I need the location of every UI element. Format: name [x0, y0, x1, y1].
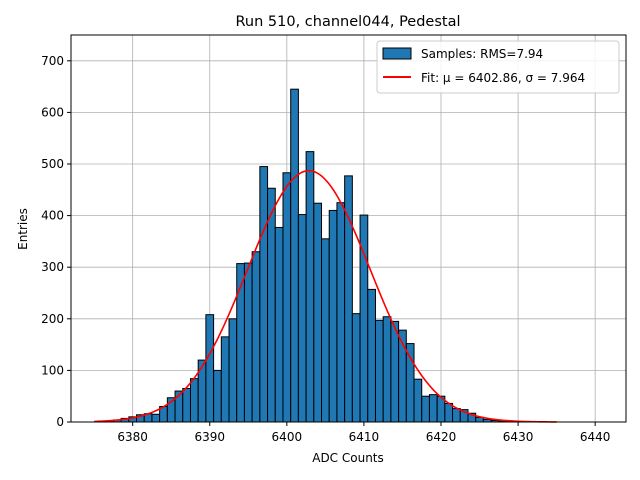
histogram-bar — [328, 209, 338, 423]
histogram-bar — [313, 202, 323, 423]
histogram-bar — [413, 378, 423, 423]
x-tick-label: 6420 — [426, 430, 457, 444]
x-tick-label: 6430 — [503, 430, 534, 444]
legend: Samples: RMS=7.94 Fit: μ = 6402.86, σ = … — [376, 40, 620, 94]
histogram-bar — [228, 318, 238, 423]
histogram-bar — [290, 88, 299, 423]
histogram-bar — [251, 251, 261, 423]
histogram-bar — [374, 319, 384, 423]
histogram-bar — [151, 413, 161, 423]
histogram-bar — [213, 369, 222, 423]
histogram-bar — [305, 151, 315, 423]
legend-box — [376, 40, 620, 94]
histogram-bar — [267, 187, 276, 423]
histogram-bar — [182, 387, 191, 423]
histogram-bar — [421, 395, 430, 423]
plot-area-frame — [70, 34, 627, 423]
y-tick-label: 0 — [56, 415, 64, 429]
x-tick-label: 6390 — [194, 430, 225, 444]
y-tick-label: 300 — [41, 260, 64, 274]
y-axis-label: Entries — [16, 208, 30, 250]
histogram-bar — [259, 166, 269, 423]
histogram-bar — [243, 262, 253, 423]
x-tick-label: 6380 — [117, 430, 148, 444]
y-tick-label: 700 — [41, 54, 64, 68]
histogram-bar — [390, 320, 400, 423]
histogram-bar — [367, 288, 376, 423]
y-tick-label: 100 — [41, 363, 64, 377]
y-tick-label: 400 — [41, 209, 64, 223]
legend-histogram-swatch — [382, 47, 412, 60]
histogram-bar — [197, 359, 207, 423]
x-tick-label: 6400 — [272, 430, 303, 444]
y-tick-label: 600 — [41, 105, 64, 119]
histogram-bar — [428, 394, 438, 423]
fit-curve-layer — [94, 169, 557, 423]
histogram-bar — [351, 313, 361, 423]
legend-histogram-label: Samples: RMS=7.94 — [421, 47, 543, 61]
histogram-bar — [321, 238, 330, 423]
histogram-bar — [189, 378, 199, 423]
histogram-bar — [282, 172, 292, 423]
y-axis-ticks: 0 100 200 300 400 500 600 700 — [41, 54, 71, 429]
chart-title: Run 510, channel044, Pedestal — [235, 14, 460, 30]
x-axis-label: ADC Counts — [312, 451, 384, 465]
x-tick-label: 6440 — [580, 430, 611, 444]
histogram-bar — [336, 202, 346, 423]
x-axis-ticks: 6380 6390 6400 6410 6420 6430 6440 — [117, 422, 610, 444]
fit-curve — [94, 169, 557, 423]
histogram-bar — [297, 214, 307, 423]
histogram-bar — [452, 408, 461, 423]
legend-fit-label: Fit: μ = 6402.86, σ = 7.964 — [421, 71, 585, 85]
x-tick-label: 6410 — [349, 430, 380, 444]
histogram-bar — [444, 402, 454, 423]
histogram-bar — [205, 314, 215, 423]
histogram-bar — [382, 316, 392, 423]
histogram-bar — [274, 226, 284, 423]
y-tick-label: 500 — [41, 157, 64, 171]
histogram-bar — [405, 343, 415, 423]
histogram-bar — [220, 336, 230, 423]
y-tick-label: 200 — [41, 312, 64, 326]
